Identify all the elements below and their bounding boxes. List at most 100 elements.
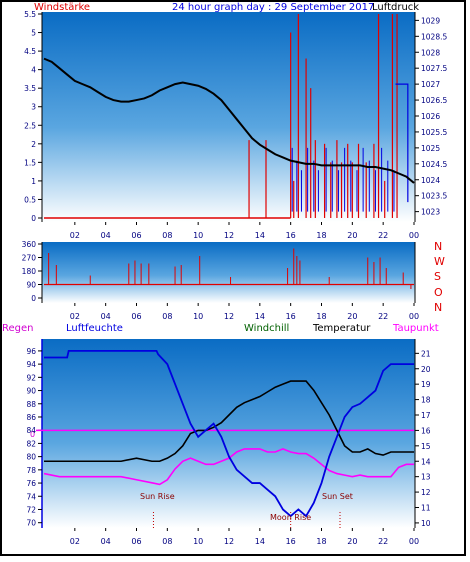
x-tick-label: 06 — [131, 312, 141, 321]
pressure-line — [43, 57, 415, 184]
pressure-title: Luftdruck — [372, 2, 419, 13]
y-left-tick-label: 0.5 — [24, 195, 36, 204]
x-tick-label: 00 — [409, 231, 419, 240]
y-left-tick-label: 74 — [26, 492, 36, 501]
dewpoint-label: Taupunkt — [392, 323, 439, 334]
x-tick-label: 20 — [347, 537, 357, 546]
y-left-tick-label: 84 — [26, 426, 36, 435]
y-right-tick-label: 1027 — [421, 80, 440, 89]
chart-title: 24 hour graph day : 29 September 2017 — [172, 2, 374, 13]
y-left-tick-label: 86 — [26, 413, 36, 422]
y-left-tick-label: 88 — [26, 400, 36, 409]
x-tick-label: 14 — [255, 231, 265, 240]
y-left-tick-label: 2.5 — [24, 121, 36, 130]
y-right-tick-label: 18 — [421, 396, 431, 405]
y-right-tick-label: 1023 — [421, 208, 440, 217]
x-tick-label: 18 — [316, 312, 326, 321]
y-right-tick-label: 13 — [421, 473, 431, 482]
y-tick-label: 0 — [31, 294, 36, 303]
y-tick-label: 180 — [22, 267, 37, 276]
compass-s: S — [434, 270, 441, 283]
y-left-tick-label: 2 — [31, 140, 36, 149]
y-right-tick-label: 1028 — [421, 48, 440, 57]
x-tick-label: 02 — [70, 231, 80, 240]
x-tick-label: 04 — [101, 312, 111, 321]
x-tick-label: 08 — [162, 231, 172, 240]
y-left-tick-label: 5 — [31, 29, 36, 38]
x-tick-label: 02 — [70, 537, 80, 546]
x-tick-label: 06 — [131, 231, 141, 240]
temperature-label: Temperatur — [312, 323, 371, 334]
x-tick-label: 02 — [70, 312, 80, 321]
y-right-tick-label: 1025.5 — [421, 128, 447, 137]
x-tick-label: 22 — [378, 537, 388, 546]
x-tick-label: 20 — [347, 231, 357, 240]
x-tick-label: 08 — [162, 312, 172, 321]
y-right-tick-label: 1024.5 — [421, 160, 447, 169]
y-right-tick-label: 1025 — [421, 144, 440, 153]
x-tick-label: 16 — [286, 231, 296, 240]
wind-direction-chart: 0 90 180 270 360 02 04 06 08 10 12 14 16 18 20 22 00 — [22, 240, 419, 321]
compass-n-bottom: N — [434, 301, 442, 314]
windchill-label: Windchill — [244, 323, 289, 334]
y-right-tick-label: 20 — [421, 365, 431, 374]
x-tick-label: 04 — [101, 537, 111, 546]
pressure-wind-chart: 0 0.5 1 1.5 2 2.5 3 3.5 4 4.5 5 5.5 1023 1023.5 1024 10… — [24, 10, 447, 240]
x-tick-label: 20 — [347, 312, 357, 321]
humidity-temp-plot-area — [42, 339, 415, 528]
y-right-tick-label: 11 — [421, 504, 431, 513]
gust-outline — [395, 83, 409, 203]
x-tick-label: 12 — [224, 231, 234, 240]
y-tick-label: 90 — [26, 281, 36, 290]
humidity-temperature-chart: 70 72 74 76 78 80 82 84 86 88 90 92 94 96 10 11 12 13 14 15… — [26, 339, 431, 546]
y-right-tick-label: 1026 — [421, 112, 440, 121]
y-right-tick-label: 1027.5 — [421, 64, 447, 73]
x-tick-label: 10 — [193, 312, 203, 321]
compass-n-top: N — [434, 240, 442, 253]
y-right-tick-label: 19 — [421, 380, 431, 389]
compass-w: W — [434, 255, 445, 268]
dewpoint-line — [43, 448, 414, 486]
x-tick-label: 16 — [286, 312, 296, 321]
y-left-tick-label: 78 — [26, 466, 36, 475]
y-right-tick-label: 1024 — [421, 176, 440, 185]
y-left-tick-label: 76 — [26, 479, 36, 488]
sun-set-label: Sun Set — [322, 492, 353, 501]
y-left-tick-label: 82 — [26, 439, 36, 448]
x-tick-label: 10 — [193, 231, 203, 240]
y-left-tick-label: 1 — [31, 177, 36, 186]
sun-rise-label: Sun Rise — [140, 492, 175, 501]
x-tick-label: 12 — [224, 312, 234, 321]
humidity-line — [44, 350, 414, 518]
x-tick-label: 14 — [255, 537, 265, 546]
temperature-line — [44, 380, 414, 463]
y-left-tick-label: 4.5 — [24, 47, 36, 56]
y-right-tick-label: 1029 — [421, 16, 440, 25]
y-left-tick-label: 70 — [26, 519, 36, 528]
x-tick-label: 06 — [131, 537, 141, 546]
y-right-tick-label: 21 — [421, 349, 431, 358]
x-tick-label: 22 — [378, 231, 388, 240]
x-tick-label: 10 — [193, 537, 203, 546]
y-left-tick-label: 72 — [26, 505, 36, 514]
x-tick-label: 16 — [286, 537, 296, 546]
y-left-tick-label: 80 — [26, 453, 36, 462]
y-left-tick-label: 3.5 — [24, 84, 36, 93]
x-tick-label: 18 — [316, 231, 326, 240]
y-left-tick-label: 3 — [31, 103, 36, 112]
y-left-tick-label: 96 — [26, 347, 36, 356]
x-tick-label: 12 — [224, 537, 234, 546]
y-left-tick-label: 5.5 — [24, 10, 36, 19]
x-tick-label: 08 — [162, 537, 172, 546]
x-tick-label: 14 — [255, 312, 265, 321]
y-right-tick-label: 10 — [421, 519, 431, 528]
wind-strength-title: Windstärke — [34, 2, 90, 13]
y-right-tick-label: 1028.5 — [421, 32, 447, 41]
y-right-tick-label: 1026.5 — [421, 96, 447, 105]
x-tick-label: 18 — [316, 537, 326, 546]
y-right-tick-label: 14 — [421, 457, 431, 466]
rain-zero-label: 0 — [30, 430, 35, 439]
y-left-tick-label: 90 — [26, 387, 36, 396]
y-right-tick-label: 16 — [421, 426, 431, 435]
